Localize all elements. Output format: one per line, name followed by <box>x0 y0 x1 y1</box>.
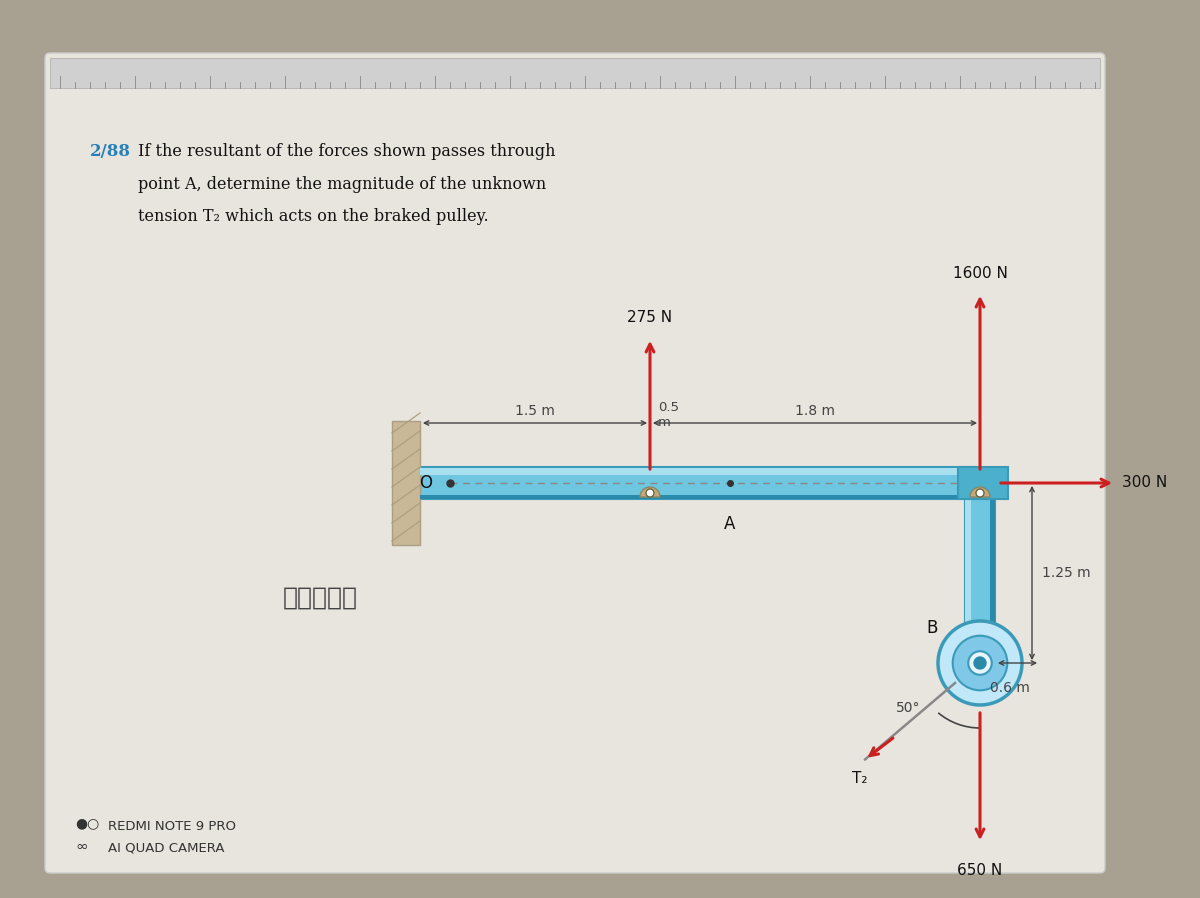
Text: 0.5
m: 0.5 m <box>658 401 679 429</box>
Text: ●○: ●○ <box>74 816 100 830</box>
Circle shape <box>646 489 654 497</box>
FancyBboxPatch shape <box>46 53 1105 873</box>
Text: ∞: ∞ <box>74 839 88 853</box>
Text: 1.8 m: 1.8 m <box>796 404 835 418</box>
Text: tension T₂ which acts on the braked pulley.: tension T₂ which acts on the braked pull… <box>138 208 488 225</box>
Text: 300 N: 300 N <box>1122 476 1168 490</box>
Text: AI QUAD CAMERA: AI QUAD CAMERA <box>108 841 224 855</box>
Bar <box>965 659 995 681</box>
Text: REDMI NOTE 9 PRO: REDMI NOTE 9 PRO <box>108 820 236 832</box>
Bar <box>392 421 420 545</box>
Bar <box>420 495 980 499</box>
Text: B: B <box>926 619 937 637</box>
Bar <box>990 499 995 663</box>
Bar <box>420 467 980 499</box>
Text: 50°: 50° <box>895 701 920 715</box>
Text: 650 N: 650 N <box>958 863 1003 878</box>
Bar <box>965 499 995 663</box>
Circle shape <box>938 621 1022 705</box>
Text: 1.5 m: 1.5 m <box>515 404 554 418</box>
Text: 2/88: 2/88 <box>90 143 131 160</box>
Text: 0.6 m: 0.6 m <box>990 681 1030 695</box>
Circle shape <box>974 657 986 669</box>
Bar <box>965 499 971 663</box>
Wedge shape <box>970 487 990 497</box>
Text: If the resultant of the forces shown passes through: If the resultant of the forces shown pas… <box>138 143 556 160</box>
Text: 275 N: 275 N <box>628 310 672 325</box>
Circle shape <box>953 636 1007 691</box>
Circle shape <box>968 651 991 674</box>
Text: 1600 N: 1600 N <box>953 266 1008 281</box>
Text: T₂: T₂ <box>852 771 868 787</box>
Text: تطبيق: تطبيق <box>282 586 358 610</box>
Text: O: O <box>419 474 432 492</box>
Bar <box>50 58 1100 88</box>
Circle shape <box>976 489 984 497</box>
Text: A: A <box>725 515 736 533</box>
FancyBboxPatch shape <box>958 467 1008 499</box>
Text: point A, determine the magnitude of the unknown: point A, determine the magnitude of the … <box>138 176 546 193</box>
Bar <box>420 468 980 475</box>
Text: 1.25 m: 1.25 m <box>1042 566 1091 580</box>
Wedge shape <box>640 487 660 497</box>
